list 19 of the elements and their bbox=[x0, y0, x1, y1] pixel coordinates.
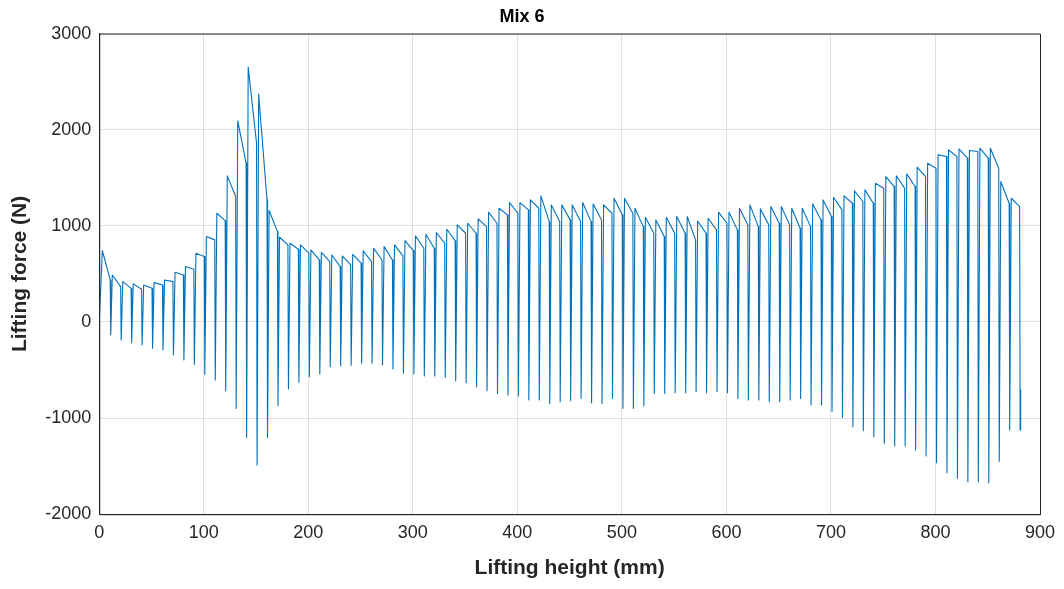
y-tick-label: -1000 bbox=[45, 407, 92, 428]
x-tick-label: 900 bbox=[1024, 521, 1056, 542]
x-tick-label: 400 bbox=[502, 521, 533, 542]
y-tick-label: 1000 bbox=[51, 214, 92, 235]
y-tick-label: 3000 bbox=[51, 22, 92, 43]
x-axis-title: Lifting height (mm) bbox=[474, 555, 665, 579]
y-tick-label: -2000 bbox=[45, 503, 92, 524]
x-tick-label: 500 bbox=[606, 521, 637, 542]
x-tick-label: 300 bbox=[397, 521, 428, 542]
chart-title: Mix 6 bbox=[499, 5, 545, 26]
y-axis-title: Lifting force (N) bbox=[7, 195, 31, 353]
x-tick-label: 100 bbox=[188, 521, 219, 542]
x-tick-label: 700 bbox=[815, 521, 846, 542]
x-tick-label: 0 bbox=[94, 521, 105, 542]
x-tick-label: 800 bbox=[920, 521, 951, 542]
y-tick-label: 0 bbox=[81, 310, 92, 331]
x-tick-label: 200 bbox=[293, 521, 324, 542]
x-tick-label: 600 bbox=[711, 521, 742, 542]
y-tick-label: 2000 bbox=[51, 118, 92, 139]
